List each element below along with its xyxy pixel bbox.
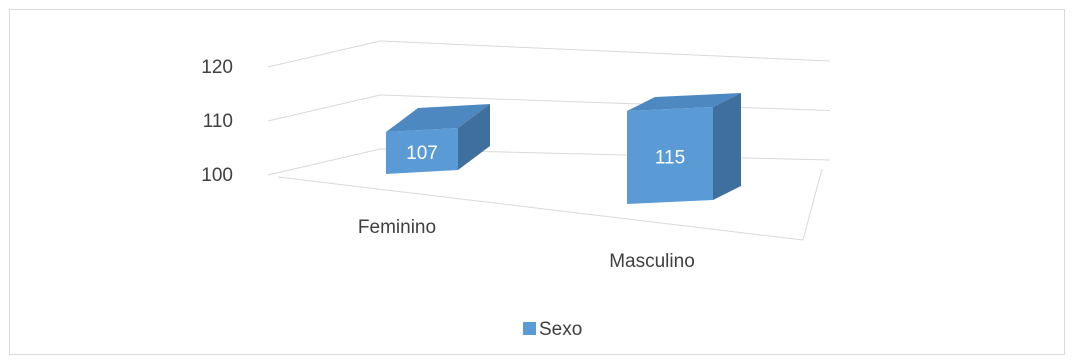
category-labels: Feminino Masculino <box>358 217 695 272</box>
y-tick-label: 110 <box>203 111 233 132</box>
category-label: Feminino <box>358 217 436 238</box>
bars <box>386 93 741 204</box>
bar-top-face <box>627 93 741 111</box>
legend-label: Sexo <box>539 319 582 340</box>
category-label: Masculino <box>609 251 695 272</box>
legend: Sexo <box>523 319 582 340</box>
data-labels: 107 115 <box>406 143 685 169</box>
gridlines <box>267 40 831 176</box>
y-tick-label: 100 <box>201 165 233 186</box>
data-label: 115 <box>655 148 685 169</box>
legend-swatch <box>523 322 536 335</box>
bar-top-face <box>386 104 490 132</box>
y-tick-label: 120 <box>201 57 233 78</box>
data-label: 107 <box>406 143 438 164</box>
gridline <box>267 94 831 122</box>
gridline <box>267 40 831 68</box>
bar-front-face <box>386 128 458 174</box>
bar-side-face <box>713 93 741 200</box>
chart-frame <box>9 9 1065 355</box>
floor <box>277 168 823 241</box>
floor-edge <box>277 168 823 241</box>
bar-side-face <box>458 104 490 170</box>
bar-feminino <box>386 104 490 174</box>
y-axis-ticks: 100 110 120 <box>201 57 233 186</box>
bar-front-face <box>627 107 713 204</box>
bar-masculino <box>627 93 741 204</box>
gridline <box>267 148 831 176</box>
